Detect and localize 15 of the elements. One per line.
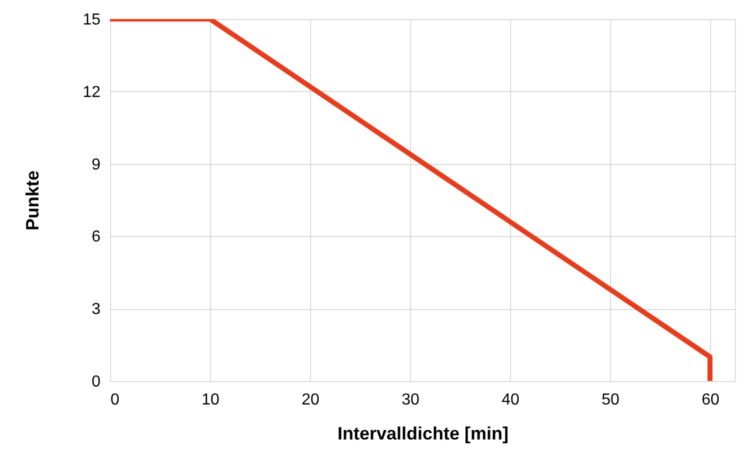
x-tick-label: 10 xyxy=(202,392,220,408)
y-tick-label: 15 xyxy=(82,12,101,28)
x-axis-title: Intervalldichte [min] xyxy=(337,424,509,444)
x-tick-label: 40 xyxy=(502,392,520,408)
y-tick-label: 0 xyxy=(92,374,101,390)
x-tick-label: 50 xyxy=(602,392,620,408)
x-tick-label: 20 xyxy=(302,392,320,408)
y-tick-label: 9 xyxy=(92,156,101,174)
x-tick-label: 30 xyxy=(402,392,420,408)
x-tick-label: 0 xyxy=(110,392,120,408)
y-axis-title: Punkte xyxy=(22,170,43,231)
y-tick-label: 3 xyxy=(92,301,101,318)
y-tick-label: 12 xyxy=(82,84,101,101)
y-tick-label: 6 xyxy=(92,228,101,246)
x-tick-label: 60 xyxy=(702,392,720,408)
